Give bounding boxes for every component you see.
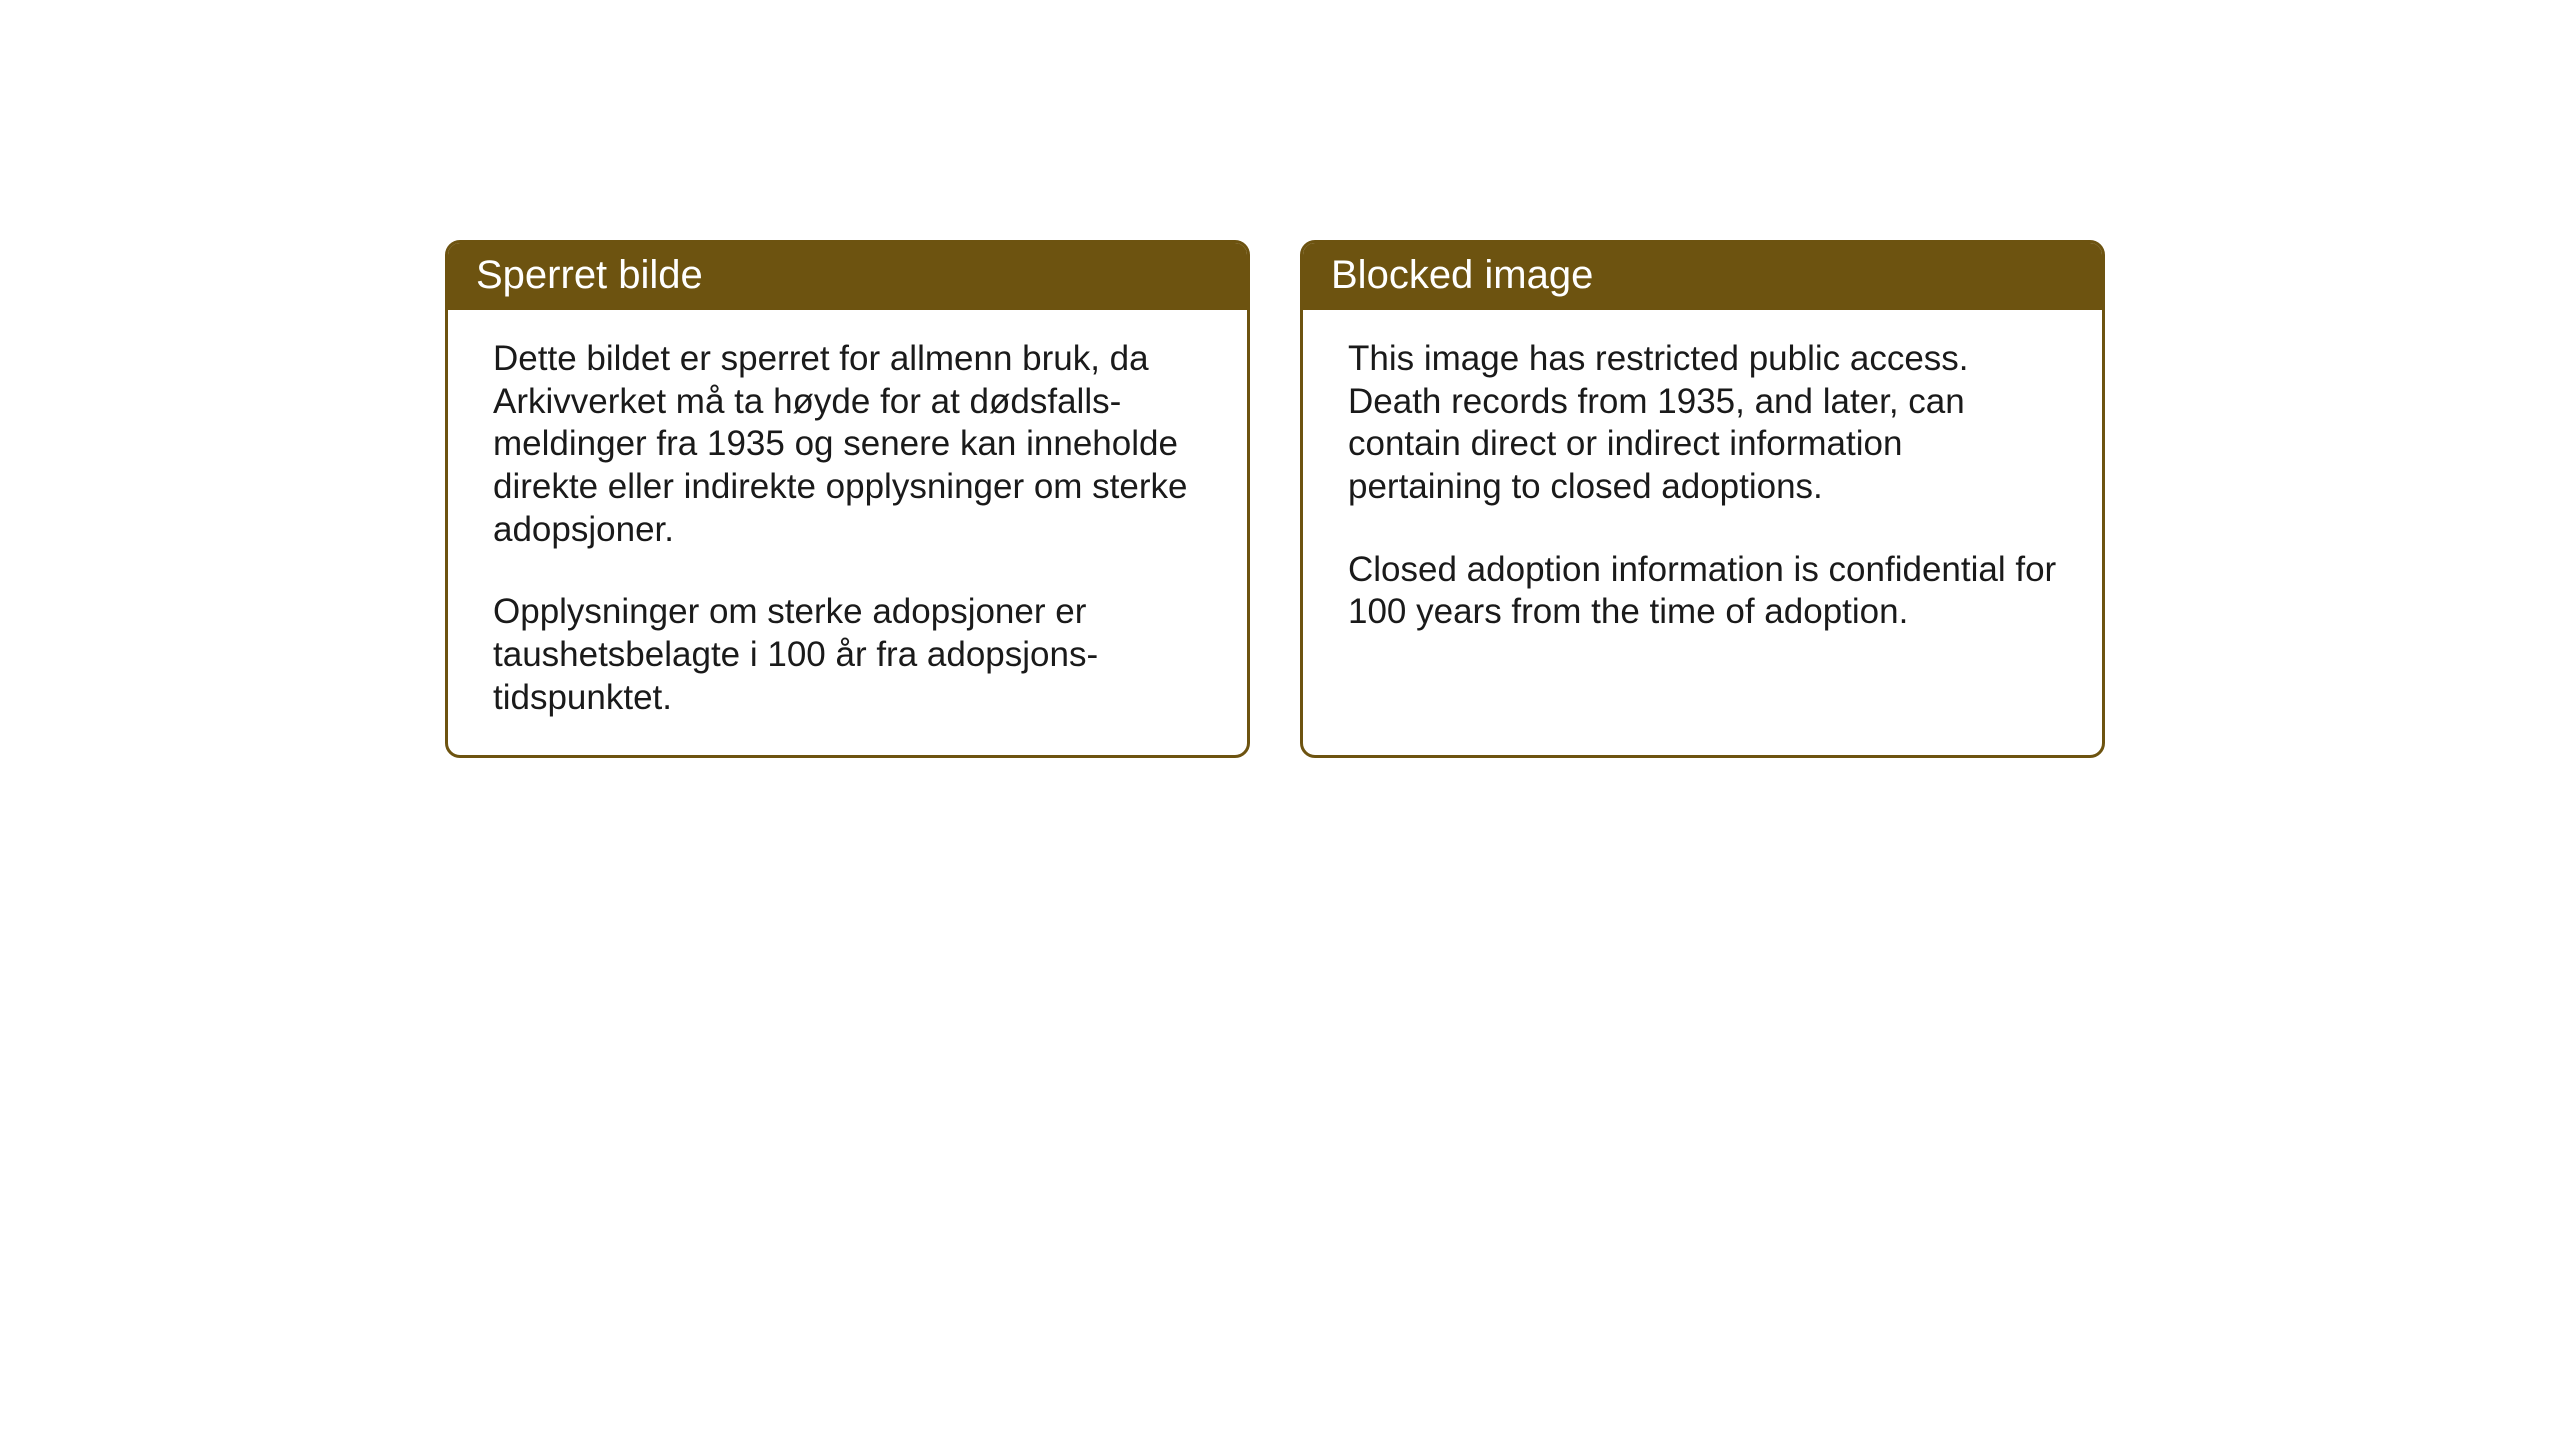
card-title-norwegian: Sperret bilde bbox=[476, 253, 703, 297]
paragraph-2-norwegian: Opplysninger om sterke adopsjoner er tau… bbox=[493, 591, 1202, 719]
card-title-english: Blocked image bbox=[1331, 253, 1593, 297]
card-header-english: Blocked image bbox=[1303, 243, 2102, 310]
card-header-norwegian: Sperret bilde bbox=[448, 243, 1247, 310]
paragraph-2-english: Closed adoption information is confident… bbox=[1348, 549, 2057, 634]
card-body-norwegian: Dette bildet er sperret for allmenn bruk… bbox=[448, 310, 1247, 755]
notice-container: Sperret bilde Dette bildet er sperret fo… bbox=[445, 240, 2105, 758]
paragraph-1-norwegian: Dette bildet er sperret for allmenn bruk… bbox=[493, 338, 1202, 551]
notice-card-norwegian: Sperret bilde Dette bildet er sperret fo… bbox=[445, 240, 1250, 758]
notice-card-english: Blocked image This image has restricted … bbox=[1300, 240, 2105, 758]
card-body-english: This image has restricted public access.… bbox=[1303, 310, 2102, 724]
paragraph-1-english: This image has restricted public access.… bbox=[1348, 338, 2057, 509]
